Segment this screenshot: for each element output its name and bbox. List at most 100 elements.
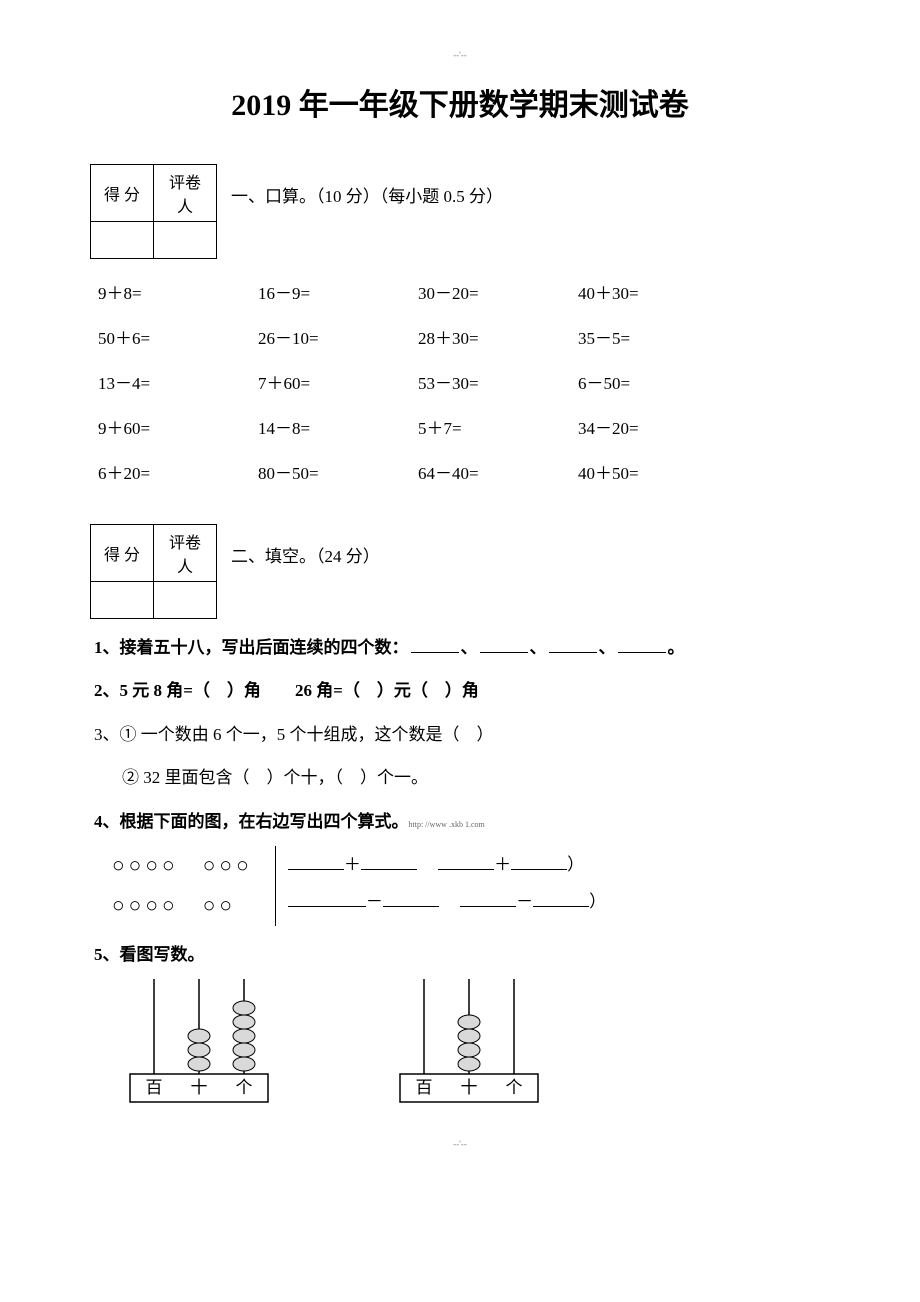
calc-cell: 40＋30= — [578, 269, 738, 314]
table-row: 9＋8= 16－9= 30－20= 40＋30= — [98, 269, 738, 314]
header-mark: --'-- — [90, 50, 830, 60]
table-row: 13－4= 7＋60= 53－30= 6－50= — [98, 359, 738, 404]
score-col: 得 分 — [91, 525, 154, 582]
calc-cell: 9＋8= — [98, 269, 258, 314]
reviewer-col: 评卷人 — [154, 525, 217, 582]
q4-note: http: //www .xkb 1.com — [409, 820, 485, 829]
reviewer-col: 评卷人 — [154, 165, 217, 222]
calc-cell: 40＋50= — [578, 449, 738, 494]
label-one: 个 — [236, 1078, 253, 1097]
page-title: 2019 年一年级下册数学期末测试卷 — [90, 80, 830, 124]
blank — [288, 851, 344, 870]
fill-in-questions: 1、接着五十八，写出后面连续的四个数： 、 、 、 。 2、5 元 8 角=（ ）角 2… — [94, 629, 830, 1109]
op-minus: － — [366, 892, 383, 911]
abacus-2: 百 十 个 — [394, 979, 544, 1109]
op-plus: ＋ — [344, 855, 361, 874]
sep: 、 — [461, 638, 478, 657]
score-box: 得 分 评卷人 — [90, 524, 217, 619]
blank — [533, 889, 589, 908]
q3-line1: 3、① 一个数由 6 个一，5 个十组成，这个数是（ ） — [94, 716, 830, 753]
score-col: 得 分 — [91, 165, 154, 222]
label-hundred: 百 — [146, 1078, 163, 1097]
table-row: 50＋6= 26－10= 28＋30= 35－5= — [98, 314, 738, 359]
blank — [549, 633, 597, 653]
calc-cell: 6＋20= — [98, 449, 258, 494]
end: 。 — [668, 638, 685, 657]
label-hundred: 百 — [416, 1078, 433, 1097]
calc-cell: 64－40= — [418, 449, 578, 494]
q2b-suf: ）角 — [445, 681, 479, 700]
table-row: 6＋20= 80－50= 64－40= 40＋50= — [98, 449, 738, 494]
sep: 、 — [530, 638, 547, 657]
calc-cell: 80－50= — [258, 449, 418, 494]
eq-line-2: － － ） — [288, 883, 606, 920]
circle-row-1: ○○○○○○○ — [112, 846, 253, 886]
score-cell — [91, 222, 154, 259]
q3l2-pre: ② 32 里面包含（ — [122, 768, 250, 787]
paren: ） — [589, 892, 606, 911]
circles: ○○ — [203, 894, 236, 917]
calc-cell: 13－4= — [98, 359, 258, 404]
q3l1-pre: 3、① 一个数由 6 个一，5 个十组成，这个数是（ — [94, 725, 460, 744]
score-box: 得 分 评卷人 — [90, 164, 217, 259]
label-one: 个 — [506, 1078, 523, 1097]
footer-mark: --'-- — [90, 1139, 830, 1149]
label-ten: 十 — [461, 1078, 478, 1097]
blank — [361, 851, 417, 870]
q3l1-end: ） — [477, 725, 494, 744]
section-1-header: 得 分 评卷人 一、口算。（10 分）（每小题 0.5 分） — [90, 164, 830, 259]
calc-cell: 5＋7= — [418, 404, 578, 449]
op-minus: － — [516, 892, 533, 911]
q1: 1、接着五十八，写出后面连续的四个数： 、 、 、 。 — [94, 629, 830, 666]
eq-line-1: ＋ ＋ ） — [288, 846, 606, 883]
abacus-1: 百 十 个 — [124, 979, 274, 1109]
calc-cell: 26－10= — [258, 314, 418, 359]
q4-title: 4、根据下面的图，在右边写出四个算式。http: //www .xkb 1.co… — [94, 803, 830, 840]
section-1-title: 一、口算。（10 分）（每小题 0.5 分） — [231, 164, 503, 207]
mental-math-grid: 9＋8= 16－9= 30－20= 40＋30= 50＋6= 26－10= 28… — [98, 269, 830, 494]
paren: ） — [567, 855, 584, 874]
sep: 、 — [599, 638, 616, 657]
reviewer-cell — [154, 222, 217, 259]
calc-cell: 50＋6= — [98, 314, 258, 359]
calc-cell: 7＋60= — [258, 359, 418, 404]
q4-equations: ＋ ＋ ） － － ） — [276, 846, 606, 921]
calc-cell: 30－20= — [418, 269, 578, 314]
q3l2-mid: ）个十，（ — [267, 768, 344, 787]
q2b-pre: 26 角=（ — [295, 681, 360, 700]
blank — [511, 851, 567, 870]
calc-cell: 34－20= — [578, 404, 738, 449]
calc-cell: 35－5= — [578, 314, 738, 359]
blank — [618, 633, 666, 653]
blank — [411, 633, 459, 653]
q2b-mid: ）元（ — [377, 681, 428, 700]
q4-circles: ○○○○○○○ ○○○○○○ — [94, 846, 276, 926]
reviewer-cell — [154, 582, 217, 619]
calc-cell: 6－50= — [578, 359, 738, 404]
table-row: 9＋60= 14－8= 5＋7= 34－20= — [98, 404, 738, 449]
q2: 2、5 元 8 角=（ ）角 26 角=（ ）元（ ）角 — [94, 672, 830, 709]
q4-content: ○○○○○○○ ○○○○○○ ＋ ＋） － －） — [94, 846, 830, 926]
q3-line2: ② 32 里面包含（ ）个十，（ ）个一。 — [94, 759, 830, 796]
circle-row-2: ○○○○○○ — [112, 886, 253, 926]
q2a-suf: ）角 — [227, 681, 261, 700]
q4-title-text: 4、根据下面的图，在右边写出四个算式。 — [94, 812, 409, 831]
blank — [460, 889, 516, 908]
section-2-header: 得 分 评卷人 二、填空。（24 分） — [90, 524, 830, 619]
blank — [438, 851, 494, 870]
exam-page: --'-- 2019 年一年级下册数学期末测试卷 得 分 评卷人 一、口算。（1… — [90, 0, 830, 1179]
calc-cell: 53－30= — [418, 359, 578, 404]
q2a-pre: 2、5 元 8 角=（ — [94, 681, 210, 700]
circles: ○○○○ — [112, 894, 179, 917]
label-ten: 十 — [191, 1078, 208, 1097]
abacus-row: 百 十 个 百 十 个 — [124, 979, 830, 1109]
blank — [480, 633, 528, 653]
circles: ○○○ — [203, 854, 253, 877]
op-plus: ＋ — [494, 855, 511, 874]
calc-cell: 16－9= — [258, 269, 418, 314]
q1-text: 1、接着五十八，写出后面连续的四个数： — [94, 638, 409, 657]
blank — [288, 889, 366, 908]
q3l2-end: ）个一。 — [360, 768, 428, 787]
blank — [383, 889, 439, 908]
score-cell — [91, 582, 154, 619]
